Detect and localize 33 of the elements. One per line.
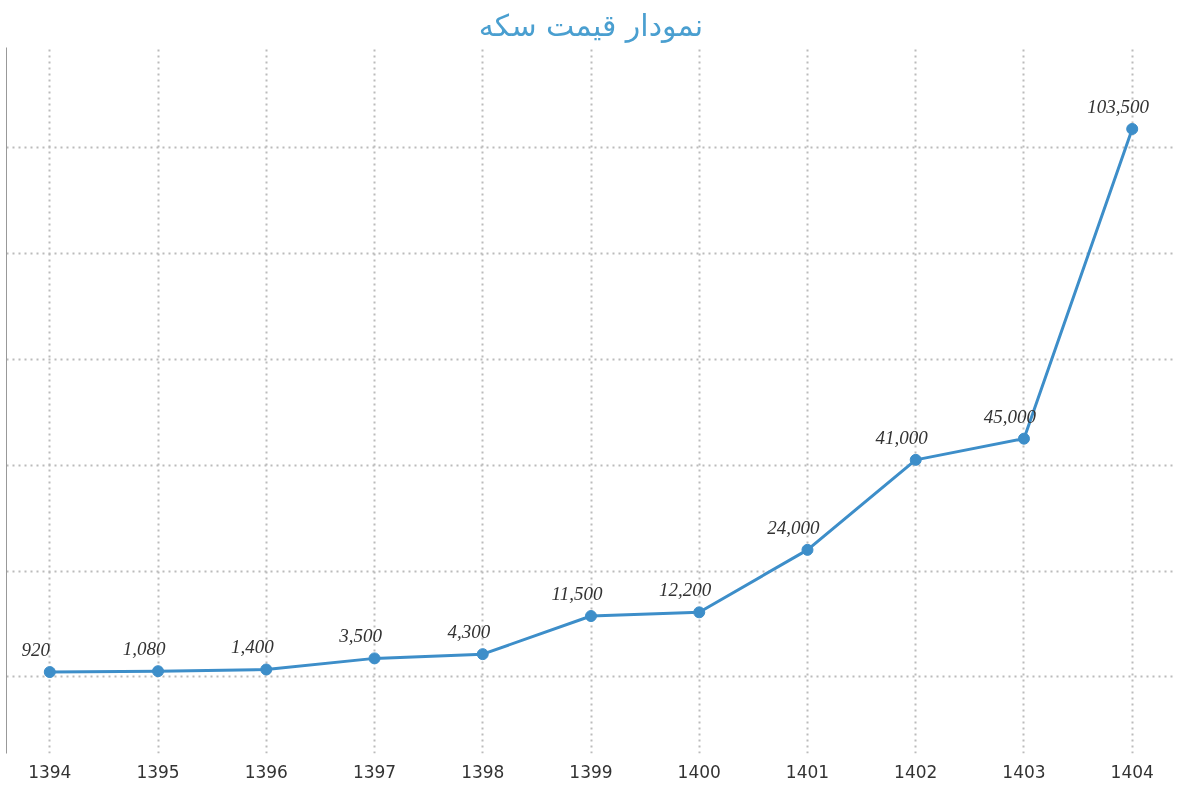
x-tick-label: 1394 <box>28 761 72 782</box>
point <box>260 663 273 676</box>
point <box>368 652 381 665</box>
data-label: 1,400 <box>230 636 275 658</box>
data-label: 3,500 <box>338 625 383 647</box>
x-tick-label: 1395 <box>136 761 180 782</box>
x-tick-label: 1397 <box>352 761 397 782</box>
point <box>693 606 706 619</box>
x-tick-label: 1404 <box>1110 761 1154 782</box>
data-label: 24,000 <box>767 516 821 538</box>
point <box>909 453 922 466</box>
x-tick-label: 1403 <box>1002 761 1046 782</box>
x-tick-label: 1396 <box>244 761 288 782</box>
point <box>476 648 489 661</box>
x-tick-label: 1401 <box>785 761 830 782</box>
chart-title: نمودار قیمت سکه <box>478 7 704 43</box>
point <box>1126 122 1139 135</box>
x-tick-label: 1399 <box>569 761 613 782</box>
data-label: 11,500 <box>551 583 603 605</box>
point <box>801 543 814 556</box>
data-label: 12,200 <box>659 579 712 601</box>
point <box>585 610 597 623</box>
data-label: 103,500 <box>1087 95 1150 117</box>
point <box>1017 432 1030 445</box>
data-label: 920 <box>21 639 51 661</box>
x-tick-label: 1398 <box>461 761 505 782</box>
point <box>152 665 165 678</box>
x-tick-label: 1402 <box>894 761 938 782</box>
x-tick-label: 1400 <box>677 761 721 782</box>
data-label: 4,300 <box>447 621 491 643</box>
data-label: 41,000 <box>875 426 929 448</box>
data-label: 1,080 <box>122 638 166 660</box>
point <box>43 666 56 679</box>
